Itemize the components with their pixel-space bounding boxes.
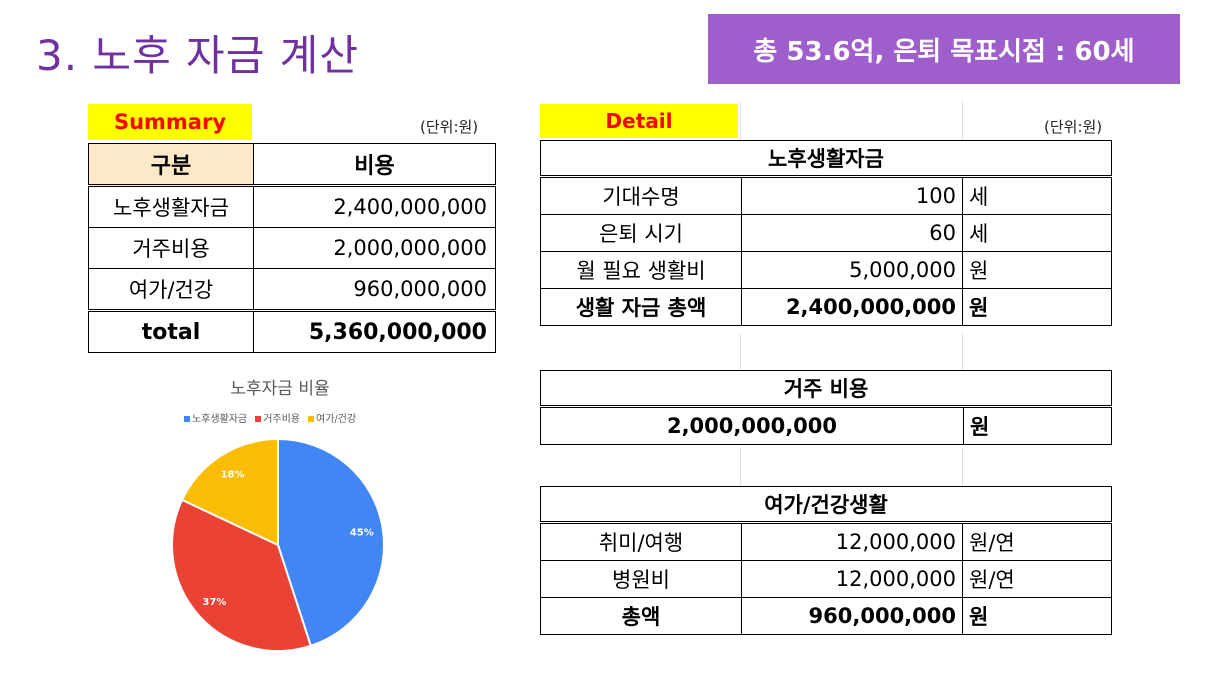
detail-leisure-header: 여가/건강생활: [540, 486, 1112, 524]
legend-item: 여가/건강: [308, 410, 356, 425]
detail-cell-value: 60: [741, 214, 963, 252]
grid-line: [740, 102, 741, 140]
summary-table: 구분 비용 노후생활자금 2,400,000,000 거주비용 2,000,00…: [88, 143, 496, 353]
legend-swatch: [308, 416, 315, 422]
summary-cell-value: 960,000,000: [253, 268, 496, 311]
summary-total-value: 5,360,000,000: [253, 309, 496, 353]
detail-cell-unit: 원: [962, 288, 1112, 326]
summary-total-row: total 5,360,000,000: [88, 309, 496, 353]
table-row: 기대수명 100 세: [540, 176, 1112, 215]
detail-cell-value: 5,000,000: [741, 251, 963, 289]
pie-data-label: 37%: [202, 597, 226, 608]
legend-item: 거주비용: [255, 410, 300, 425]
detail-cell-label: 기대수명: [540, 176, 742, 215]
detail-living-table: 노후생활자금 기대수명 100 세 은퇴 시기 60 세 월 필요 생활비 5,…: [540, 140, 1112, 326]
grid-line: [962, 334, 963, 370]
table-row: 노후생활자금 2,400,000,000: [88, 185, 496, 228]
pie-data-label: 45%: [350, 528, 374, 539]
summary-total-label: total: [88, 309, 254, 353]
detail-housing-table: 거주 비용 2,000,000,000 원: [540, 370, 1112, 445]
detail-housing-unit: 원: [963, 406, 1112, 445]
table-row: 2,000,000,000 원: [540, 406, 1112, 445]
grid-line: [962, 448, 963, 486]
table-row: 거주비용 2,000,000,000: [88, 227, 496, 269]
pie-slice: [171, 498, 313, 652]
detail-living-total-row: 생활 자금 총액 2,400,000,000 원: [540, 288, 1112, 326]
summary-label: Summary: [88, 104, 252, 140]
pie-slice: [180, 437, 279, 547]
summary-cell-label: 여가/건강: [88, 268, 254, 311]
chart-legend: 노후생활자금 거주비용 여가/건강: [184, 410, 356, 425]
grid-line: [740, 448, 741, 486]
detail-cell-value: 12,000,000: [741, 522, 963, 561]
detail-leisure-total-row: 총액 960,000,000 원: [540, 597, 1112, 635]
summary-cell-value: 2,000,000,000: [253, 227, 496, 269]
detail-cell-label: 병원비: [540, 560, 742, 598]
detail-cell-label: 생활 자금 총액: [540, 288, 742, 326]
detail-cell-unit: 세: [962, 176, 1112, 215]
detail-housing-header: 거주 비용: [540, 370, 1112, 408]
detail-housing-value: 2,000,000,000: [540, 406, 964, 445]
legend-label: 여가/건강: [316, 414, 357, 425]
detail-unit: (단위:원): [1044, 118, 1103, 136]
legend-item: 노후생활자금: [184, 410, 247, 425]
chart-title: 노후자금 비율: [230, 379, 330, 399]
summary-header-cost: 비용: [253, 143, 496, 187]
grid-line: [740, 334, 741, 370]
detail-label: Detail: [540, 104, 738, 138]
detail-cell-unit: 원: [962, 597, 1112, 635]
grid-line: [962, 102, 963, 140]
page-title: 3. 노후 자금 계산: [36, 31, 359, 80]
summary-header-row: 구분 비용: [88, 143, 496, 187]
table-row: 월 필요 생활비 5,000,000 원: [540, 251, 1112, 289]
summary-cell-label: 거주비용: [88, 227, 254, 269]
legend-swatch: [255, 416, 262, 422]
table-row: 은퇴 시기 60 세: [540, 214, 1112, 252]
detail-cell-value: 100: [741, 176, 963, 215]
detail-cell-unit: 원: [962, 251, 1112, 289]
summary-header-category: 구분: [88, 143, 254, 187]
detail-cell-unit: 세: [962, 214, 1112, 252]
detail-living-header: 노후생활자금: [540, 140, 1112, 178]
table-row: 병원비 12,000,000 원/연: [540, 560, 1112, 598]
detail-cell-unit: 원/연: [962, 560, 1112, 598]
detail-cell-label: 월 필요 생활비: [540, 251, 742, 289]
detail-cell-unit: 원/연: [962, 522, 1112, 561]
legend-swatch: [184, 416, 190, 422]
detail-leisure-table: 여가/건강생활 취미/여행 12,000,000 원/연 병원비 12,000,…: [540, 486, 1112, 635]
legend-label: 노후생활자금: [192, 414, 248, 425]
pie-slice: [277, 437, 385, 648]
summary-badge: 총 53.6억, 은퇴 목표시점 : 60세: [708, 14, 1180, 84]
table-row: 여가/건강 960,000,000: [88, 268, 496, 311]
summary-unit: (단위:원): [420, 118, 479, 136]
detail-cell-label: 취미/여행: [540, 522, 742, 561]
legend-label: 거주비용: [263, 414, 301, 425]
detail-cell-label: 총액: [540, 597, 742, 635]
detail-cell-value: 2,400,000,000: [741, 288, 963, 326]
pie-data-label: 18%: [221, 469, 245, 480]
detail-cell-label: 은퇴 시기: [540, 214, 742, 252]
detail-cell-value: 960,000,000: [741, 597, 963, 635]
summary-cell-value: 2,400,000,000: [253, 185, 496, 228]
detail-cell-value: 12,000,000: [741, 560, 963, 598]
summary-cell-label: 노후생활자금: [88, 185, 254, 228]
table-row: 취미/여행 12,000,000 원/연: [540, 522, 1112, 561]
